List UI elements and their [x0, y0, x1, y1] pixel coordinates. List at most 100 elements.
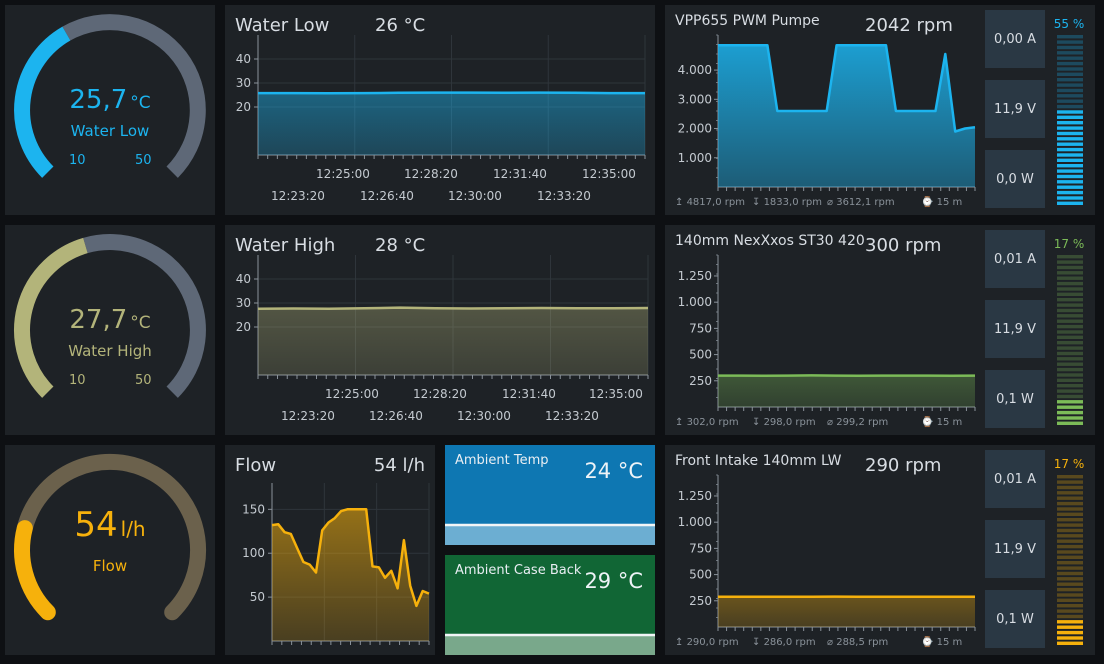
- footer-max: ↥ 290,0 rpm: [675, 637, 739, 648]
- fan-title: VPP655 PWM Pumpe: [675, 13, 820, 29]
- level-segment: [1057, 357, 1083, 361]
- power-box: 0,0 W: [985, 150, 1045, 208]
- x-tick-label: 12:31:40: [502, 387, 556, 401]
- y-tick-label: 100: [242, 546, 265, 560]
- level-segment: [1057, 308, 1083, 313]
- level-segment: [1057, 528, 1083, 533]
- y-tick-label: 20: [236, 100, 251, 114]
- level-segment: [1057, 362, 1083, 366]
- x-tick-label: 12:33:20: [537, 189, 591, 203]
- gauge-label: Water Low: [70, 122, 150, 140]
- level-segment: [1057, 190, 1083, 195]
- level-segment: [1057, 174, 1083, 179]
- level-segment: [1057, 518, 1083, 522]
- level-segment: [1057, 99, 1083, 103]
- level-bar: [1057, 475, 1083, 645]
- level-segment: [1057, 83, 1083, 87]
- level-segment: [1057, 496, 1083, 500]
- tile-lower: [445, 635, 655, 655]
- gauge-min: 10: [69, 373, 86, 388]
- level-segment: [1057, 131, 1083, 136]
- level-segment: [1057, 571, 1083, 576]
- footer-range: ⌚ 15 m: [921, 417, 963, 428]
- series-line: [257, 306, 649, 311]
- y-tick-label: 30: [236, 76, 251, 90]
- fan-panel-nexxxos: 140mm NexXxos ST30 420 300 rpm 1.250 1.00…: [665, 225, 1095, 435]
- level-segment: [1057, 271, 1083, 275]
- ambient-background: [445, 445, 655, 545]
- level-segment: [1057, 169, 1083, 173]
- level-segment: [1057, 384, 1083, 388]
- fan-panel-front-intake: Front Intake 140mm LW 290 rpm 1.250 1.000…: [665, 445, 1095, 655]
- level-segment: [1057, 544, 1083, 549]
- level-segment: [1057, 298, 1083, 302]
- level-segment: [1057, 104, 1083, 109]
- chart-title: Water High: [235, 235, 336, 256]
- level-segment: [1057, 614, 1083, 619]
- level-segment: [1057, 265, 1083, 270]
- y-tick-label: 500: [689, 348, 712, 362]
- level-segment: [1057, 276, 1083, 280]
- level-segment: [1057, 410, 1083, 415]
- chart-value: 26 °C: [375, 15, 426, 36]
- level-segment: [1057, 593, 1083, 597]
- y-tick-label: 250: [689, 374, 712, 388]
- level-segment: [1057, 587, 1083, 592]
- level-segment: [1057, 137, 1083, 141]
- level-percent: 17 %: [1053, 457, 1085, 471]
- level-segment: [1057, 577, 1083, 581]
- level-segment: [1057, 180, 1083, 184]
- footer-max: ↥ 302,0 rpm: [675, 417, 739, 428]
- fan-rpm: 2042 rpm: [865, 15, 953, 36]
- series-line: [271, 508, 430, 608]
- voltage-box: 11,9 V: [985, 80, 1045, 138]
- x-tick-label: 12:26:40: [360, 189, 414, 203]
- gauge-panel-water-high: 27,7 °C Water High 10 50: [5, 225, 215, 435]
- current-box: 0,01 A: [985, 230, 1045, 288]
- level-segment: [1057, 324, 1083, 329]
- level-segment: [1057, 319, 1083, 323]
- fan-title: Front Intake 140mm LW: [675, 453, 842, 469]
- y-tick-label: 500: [689, 568, 712, 582]
- level-segment: [1057, 523, 1083, 527]
- x-tick-label: 12:26:40: [369, 409, 423, 423]
- voltage-box: 11,9 V: [985, 300, 1045, 358]
- footer-min: ↧ 286,0 rpm: [752, 637, 816, 648]
- level-segment: [1057, 115, 1083, 119]
- ambient-tile-temp: Ambient Temp 24 °C: [445, 445, 655, 545]
- chart-panel-water-high: Water High 28 °C 40 30 20 12:25:00 12:28:20 1…: [225, 225, 655, 435]
- ambient-value: 29 °C: [584, 569, 643, 593]
- x-tick-label: 12:31:40: [493, 167, 547, 181]
- level-segment: [1057, 341, 1083, 345]
- level-segment: [1057, 56, 1083, 60]
- level-segment: [1057, 598, 1083, 602]
- level-segment: [1057, 287, 1083, 291]
- ambient-tile-case-back: Ambient Case Back 29 °C: [445, 555, 655, 655]
- level-segment: [1057, 255, 1083, 259]
- gauge-value: 25,7 °C: [69, 85, 151, 115]
- footer-avg: ⌀ 288,5 rpm: [827, 637, 889, 648]
- gauge-label: Water High: [68, 342, 152, 360]
- footer-range: ⌚ 15 m: [921, 197, 963, 208]
- line-chart-water-low: 40 30 20 12:25:00 12:28:20 12:31:40 12:35:00 12…: [236, 35, 646, 203]
- footer-range: ⌚ 15 m: [921, 637, 963, 648]
- level-percent: 55 %: [1053, 17, 1085, 31]
- series-area: [718, 596, 975, 627]
- power-box: 0,1 W: [985, 370, 1045, 428]
- level-segment: [1057, 351, 1083, 356]
- gauge-water-high: [14, 234, 206, 398]
- y-tick-label: 250: [689, 594, 712, 608]
- level-segment: [1057, 405, 1083, 409]
- gauge-max: 50: [135, 153, 152, 168]
- y-tick-label: 3.000: [678, 92, 712, 106]
- level-segment: [1057, 185, 1083, 189]
- level-percent: 17 %: [1053, 237, 1085, 251]
- level-segment: [1057, 201, 1083, 205]
- level-segment: [1057, 641, 1083, 645]
- level-segment: [1057, 110, 1083, 114]
- gauge-panel-water-low: 25,7 °C Water Low 10 50: [5, 5, 215, 215]
- footer-avg: ⌀ 3612,1 rpm: [827, 197, 895, 208]
- level-segment: [1057, 153, 1083, 157]
- level-segment: [1057, 196, 1083, 200]
- level-segment: [1057, 485, 1083, 490]
